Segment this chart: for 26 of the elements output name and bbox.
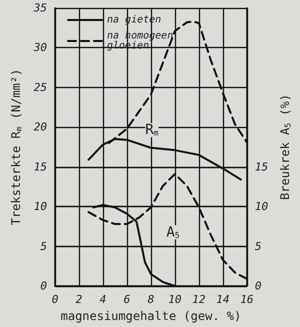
x-tick-label: 16 [240,293,254,306]
y2-axis-title: Breukrek A5 (%) [278,94,292,200]
y2-tick-label: 5 [254,240,262,253]
y-tick-label: 0 [40,280,48,292]
x-axis-title: magnesiumgehalte (gew. %) [60,309,242,323]
annotation: Rm [145,122,159,138]
annotation: A5 [166,224,180,240]
x-tick-label: 8 [148,293,155,306]
y-tick-label: 15 [34,160,47,174]
y-tick-label: 35 [32,2,47,14]
y-tick-label: 20 [34,120,48,134]
y-axis-title: Treksterkte Rm (N/mm²) [8,68,24,226]
x-tick-label: 0 [52,293,59,306]
x-tick-label: 14 [216,293,230,306]
y-tick-label: 5 [40,240,47,253]
y-tick-label: 25 [34,80,47,94]
y2-tick-label: 0 [254,280,262,292]
x-tick-label: 4 [100,293,106,306]
y2-tick-label: 10 [254,200,268,214]
x-tick-label: 6 [124,293,131,306]
y2-tick-label: 15 [254,160,268,174]
x-tick-label: 12 [192,293,206,306]
x-tick-label: 10 [168,293,182,306]
y-tick-label: 10 [34,200,48,214]
y-tick-label: 30 [32,41,48,54]
x-tick-label: 2 [76,293,83,306]
